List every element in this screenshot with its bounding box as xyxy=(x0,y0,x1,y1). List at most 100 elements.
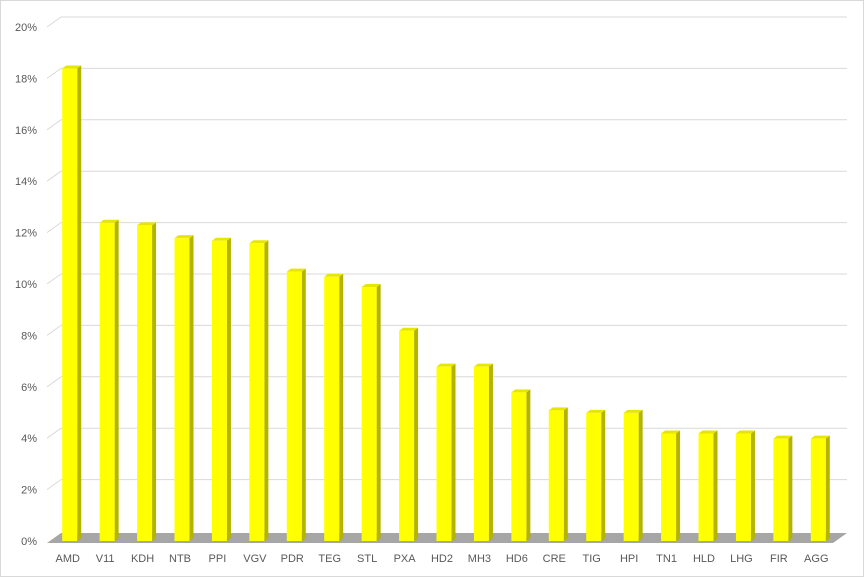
bar-v11 xyxy=(99,219,119,541)
bar xyxy=(773,438,789,541)
bar-tig xyxy=(586,409,606,541)
bar xyxy=(661,433,677,541)
x-tick-label: VGV xyxy=(243,553,267,565)
bar xyxy=(174,238,190,542)
bar-vgv xyxy=(249,240,269,541)
bar-top xyxy=(735,430,755,434)
bar xyxy=(99,222,115,541)
bar-pdr xyxy=(286,268,306,541)
bar-side xyxy=(713,430,718,541)
bar-top xyxy=(174,235,194,239)
bar xyxy=(137,225,153,541)
x-tick-label: CRE xyxy=(543,553,566,565)
bar-tn1 xyxy=(661,430,681,541)
bar-side xyxy=(264,240,269,541)
bar-amd xyxy=(62,65,82,542)
y-tick-label: 16% xyxy=(15,125,37,137)
gridline-side xyxy=(46,119,62,131)
gridline-side xyxy=(46,170,62,182)
x-tick-label: PPI xyxy=(209,553,227,565)
bar-side xyxy=(152,222,157,541)
bar-top xyxy=(810,435,830,439)
y-tick-label: 0% xyxy=(21,536,37,548)
bar-side xyxy=(488,363,493,541)
bar-top xyxy=(511,389,531,393)
bar xyxy=(249,243,265,541)
bar-side xyxy=(676,430,681,541)
bar-side xyxy=(638,409,643,541)
bar-stl xyxy=(361,284,381,541)
bar-side xyxy=(339,273,344,541)
x-tick-label: LHG xyxy=(730,553,753,565)
y-tick-label: 14% xyxy=(15,176,37,188)
bar xyxy=(548,410,564,541)
bar-top xyxy=(548,407,568,411)
x-tick-label: FIR xyxy=(770,553,788,565)
bar xyxy=(586,412,602,541)
bar-top xyxy=(698,430,718,434)
bar-side xyxy=(825,435,830,541)
y-tick-label: 18% xyxy=(15,73,37,85)
bar-fir xyxy=(773,435,793,541)
bar-top xyxy=(473,363,493,367)
x-tick-label: TEG xyxy=(318,553,341,565)
bar-hpi xyxy=(623,409,643,541)
bar-lhg xyxy=(735,430,755,541)
bar-ppi xyxy=(211,237,231,542)
y-tick-label: 8% xyxy=(21,330,37,342)
bar-top xyxy=(623,409,643,413)
bar-top xyxy=(211,237,231,241)
bar-top xyxy=(137,222,157,226)
y-tick-label: 2% xyxy=(21,485,37,497)
gridline-side xyxy=(46,479,62,491)
y-tick-label: 20% xyxy=(15,22,37,34)
bar xyxy=(735,433,751,541)
bar xyxy=(62,68,78,542)
x-tick-label: MH3 xyxy=(468,553,491,565)
bar-side xyxy=(750,430,755,541)
bar-hd2 xyxy=(436,363,456,541)
bar xyxy=(324,276,340,541)
bar-top xyxy=(661,430,681,434)
x-tick-label: AGG xyxy=(804,553,828,565)
x-tick-label: TIG xyxy=(583,553,601,565)
gridline-side xyxy=(46,222,62,234)
bar-top xyxy=(324,273,344,277)
gridline-side xyxy=(46,427,62,439)
x-tick-label: PDR xyxy=(281,553,304,565)
bar xyxy=(399,330,415,541)
bar-top xyxy=(62,65,82,69)
bar-side xyxy=(114,219,119,541)
x-tick-label: STL xyxy=(357,553,377,565)
bar-top xyxy=(773,435,793,439)
bar-side xyxy=(226,237,231,542)
gridline-side xyxy=(46,376,62,388)
bar-side xyxy=(526,389,531,541)
y-tick-label: 10% xyxy=(15,279,37,291)
bar-mh3 xyxy=(473,363,493,541)
bar-pxa xyxy=(399,327,419,541)
y-tick-label: 4% xyxy=(21,433,37,445)
bar-side xyxy=(788,435,793,541)
bar xyxy=(436,366,452,541)
bar-side xyxy=(414,327,419,541)
bar-side xyxy=(189,235,194,542)
bar xyxy=(473,366,489,541)
y-tick-label: 6% xyxy=(21,382,37,394)
bar-side xyxy=(77,65,82,542)
bar xyxy=(511,392,527,541)
x-tick-label: HLD xyxy=(693,553,715,565)
bar-teg xyxy=(324,273,344,541)
gridline-side xyxy=(46,16,62,28)
bar-top xyxy=(361,284,381,287)
bar-ntb xyxy=(174,235,194,542)
bar-side xyxy=(376,284,381,541)
bar-hld xyxy=(698,430,718,541)
x-tick-label: TN1 xyxy=(656,553,677,565)
y-tick-label: 12% xyxy=(15,228,37,240)
gridline-side xyxy=(46,273,62,285)
bar xyxy=(361,287,377,541)
gridline-side xyxy=(46,324,62,336)
x-tick-label: NTB xyxy=(169,553,191,565)
